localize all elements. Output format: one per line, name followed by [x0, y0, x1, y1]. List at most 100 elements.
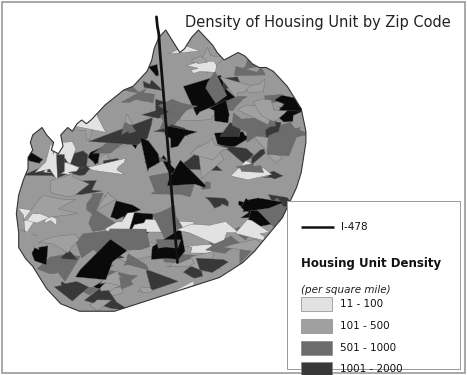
Polygon shape [232, 113, 276, 142]
Polygon shape [130, 219, 196, 233]
Polygon shape [272, 105, 307, 122]
Polygon shape [219, 145, 254, 163]
Polygon shape [223, 239, 274, 254]
Polygon shape [76, 230, 118, 258]
Polygon shape [18, 208, 37, 235]
Polygon shape [149, 64, 159, 76]
Polygon shape [196, 258, 228, 273]
Polygon shape [171, 101, 216, 123]
Polygon shape [102, 229, 150, 250]
Polygon shape [253, 99, 287, 121]
Polygon shape [142, 99, 182, 118]
Text: Housing Unit Density: Housing Unit Density [301, 257, 441, 270]
Polygon shape [105, 212, 134, 244]
Polygon shape [90, 286, 123, 301]
Polygon shape [124, 235, 141, 241]
Polygon shape [205, 236, 240, 254]
Polygon shape [96, 192, 116, 211]
Polygon shape [32, 246, 48, 265]
Polygon shape [223, 77, 240, 90]
Polygon shape [70, 283, 98, 295]
Text: I-478: I-478 [341, 222, 368, 232]
Polygon shape [143, 80, 162, 90]
Polygon shape [111, 201, 141, 219]
Polygon shape [166, 256, 221, 269]
Polygon shape [54, 141, 76, 164]
Polygon shape [153, 206, 183, 238]
Text: Density of Housing Unit by Zip Code: Density of Housing Unit by Zip Code [184, 15, 451, 30]
Polygon shape [98, 153, 114, 170]
Polygon shape [89, 210, 121, 231]
Polygon shape [196, 96, 247, 111]
Polygon shape [54, 281, 88, 301]
Polygon shape [50, 171, 89, 196]
Polygon shape [214, 132, 251, 148]
Polygon shape [93, 275, 120, 292]
Polygon shape [209, 100, 229, 123]
Polygon shape [240, 245, 253, 264]
Polygon shape [256, 94, 288, 104]
Polygon shape [239, 57, 263, 70]
Polygon shape [123, 212, 153, 249]
Text: 501 - 1000: 501 - 1000 [340, 343, 396, 352]
Polygon shape [140, 137, 160, 171]
Polygon shape [165, 126, 197, 148]
Polygon shape [201, 182, 211, 189]
Polygon shape [187, 61, 216, 74]
Bar [301, 319, 332, 333]
Polygon shape [20, 230, 37, 236]
Polygon shape [251, 122, 310, 142]
Polygon shape [251, 149, 265, 165]
Polygon shape [117, 128, 143, 149]
Polygon shape [108, 76, 140, 93]
Polygon shape [39, 234, 79, 253]
Polygon shape [164, 160, 205, 188]
Bar [301, 362, 332, 375]
Polygon shape [84, 288, 129, 310]
Polygon shape [100, 270, 128, 286]
Polygon shape [190, 138, 229, 160]
Text: 1001 - 2000: 1001 - 2000 [340, 364, 403, 374]
Bar [301, 340, 332, 355]
Polygon shape [235, 220, 269, 240]
Polygon shape [97, 274, 123, 292]
Polygon shape [71, 105, 99, 141]
Polygon shape [198, 146, 224, 179]
Polygon shape [267, 128, 300, 156]
Bar [301, 297, 332, 311]
Polygon shape [180, 153, 222, 171]
Polygon shape [264, 121, 281, 137]
Polygon shape [158, 106, 190, 132]
Text: 11 - 100: 11 - 100 [340, 299, 383, 309]
Polygon shape [196, 47, 226, 72]
Polygon shape [121, 88, 155, 103]
Polygon shape [151, 178, 195, 197]
Polygon shape [23, 213, 50, 223]
Polygon shape [100, 253, 125, 260]
Polygon shape [233, 227, 255, 240]
Polygon shape [162, 254, 195, 263]
Polygon shape [103, 158, 119, 166]
Polygon shape [190, 251, 216, 272]
Polygon shape [241, 198, 284, 212]
Polygon shape [86, 193, 103, 216]
Polygon shape [44, 214, 57, 226]
Polygon shape [268, 150, 283, 163]
Polygon shape [238, 201, 278, 218]
Polygon shape [23, 195, 78, 220]
Polygon shape [246, 209, 298, 227]
Polygon shape [21, 152, 43, 164]
Polygon shape [76, 239, 127, 280]
Text: (per square mile): (per square mile) [301, 285, 391, 295]
Polygon shape [93, 132, 123, 154]
Polygon shape [231, 160, 272, 180]
Polygon shape [43, 161, 79, 175]
Polygon shape [156, 240, 181, 249]
Polygon shape [236, 163, 264, 172]
Polygon shape [263, 171, 283, 179]
Polygon shape [153, 124, 188, 136]
Polygon shape [191, 56, 207, 64]
Polygon shape [86, 261, 113, 268]
PathPatch shape [16, 30, 306, 311]
Polygon shape [144, 153, 172, 166]
